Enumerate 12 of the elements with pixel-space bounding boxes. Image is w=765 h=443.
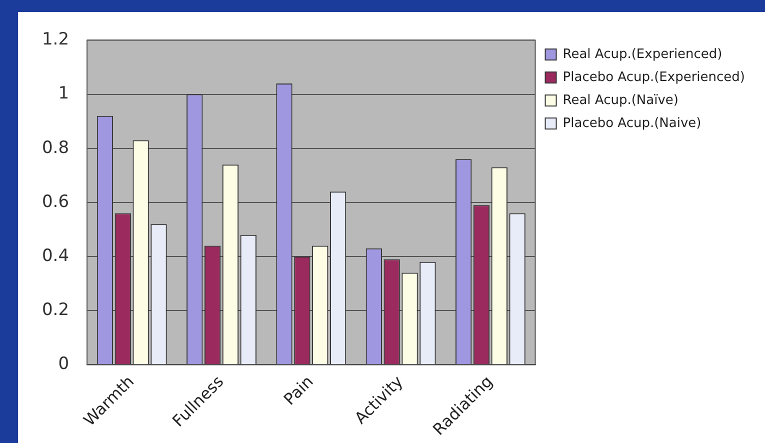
- legend-label: Real Acup.(Naïve): [562, 92, 679, 108]
- y-tick-label: 0: [58, 354, 70, 374]
- y-tick-label: 0.4: [42, 246, 70, 266]
- y-tick-label: 0.8: [42, 138, 70, 158]
- y-tick-label: 1.2: [42, 30, 70, 50]
- y-tick-label: 1: [58, 84, 70, 104]
- y-tick-label: 0.6: [42, 192, 70, 212]
- x-tick-label: Pain: [280, 372, 317, 409]
- y-tick-label: 0.2: [42, 300, 70, 320]
- legend-label: Placebo Acup.(Experienced): [562, 70, 746, 85]
- legend-label: Real Acup.(Experienced): [562, 46, 722, 62]
- legend-label: Placebo Acup.(Naive): [562, 116, 702, 131]
